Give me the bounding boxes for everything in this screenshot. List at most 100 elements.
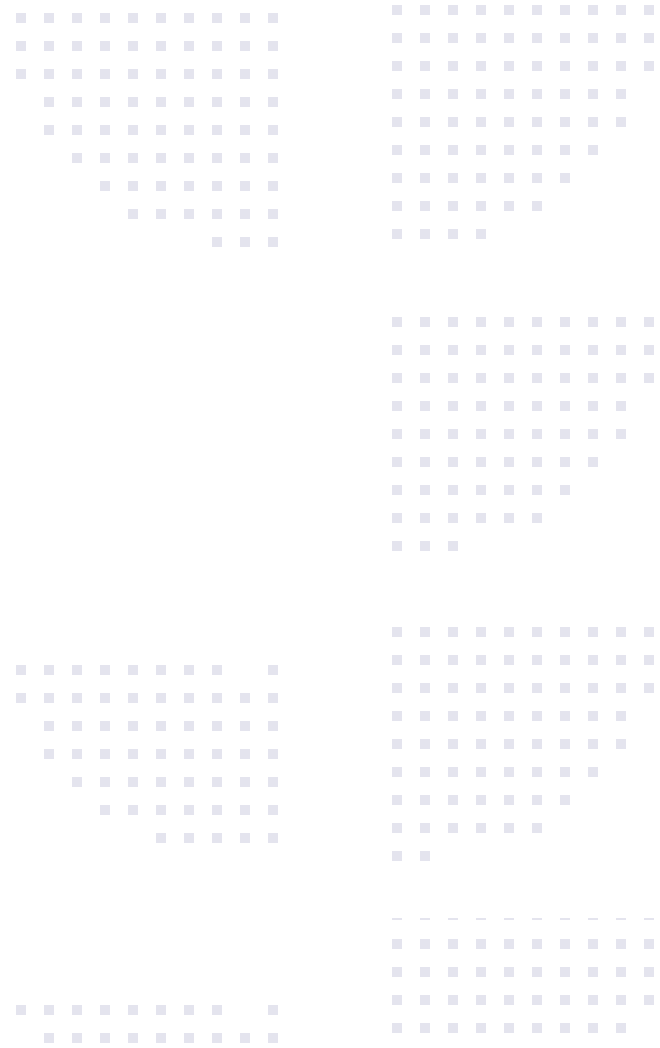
decor-dot [476, 767, 486, 777]
decor-dot [504, 89, 514, 99]
decor-dot [588, 683, 598, 693]
decor-dot [184, 181, 194, 191]
decor-dot [476, 1023, 486, 1033]
decor-dot [532, 823, 542, 833]
decor-dot [476, 173, 486, 183]
decor-dot [560, 485, 570, 495]
decor-dot [420, 401, 430, 411]
decor-dot [392, 61, 402, 71]
decor-dot [212, 97, 222, 107]
decor-dot [532, 89, 542, 99]
decor-dot [532, 201, 542, 211]
decor-dot-edge [644, 918, 654, 920]
decor-dot [504, 373, 514, 383]
decor-dot [212, 721, 222, 731]
decor-dot [588, 739, 598, 749]
decor-dot [392, 939, 402, 949]
decor-dot [212, 237, 222, 247]
decor-dot [448, 513, 458, 523]
decor-dot [184, 69, 194, 79]
decor-dot [476, 373, 486, 383]
decor-dot [448, 33, 458, 43]
decor-dot [504, 795, 514, 805]
decor-dot [240, 125, 250, 135]
decor-dot [532, 317, 542, 327]
decor-dot [476, 317, 486, 327]
decor-dot [588, 5, 598, 15]
decor-dot [644, 345, 654, 355]
decor-dot [504, 513, 514, 523]
decor-dot [532, 627, 542, 637]
decor-dot [588, 1023, 598, 1033]
decor-dot [588, 373, 598, 383]
decor-dot [212, 693, 222, 703]
decor-dot [476, 457, 486, 467]
decor-dot [448, 995, 458, 1005]
decor-dot [240, 833, 250, 843]
decor-dot [420, 485, 430, 495]
decor-dot [420, 345, 430, 355]
decor-dot [616, 655, 626, 665]
decor-dot [212, 805, 222, 815]
decor-dot [560, 317, 570, 327]
decor-dot [588, 345, 598, 355]
decor-dot [504, 767, 514, 777]
decor-dot [476, 89, 486, 99]
decor-dot [644, 627, 654, 637]
decor-dot [156, 13, 166, 23]
decor-dot [392, 173, 402, 183]
decor-dot [560, 117, 570, 127]
decor-dot [212, 13, 222, 23]
decor-dot [156, 209, 166, 219]
decor-dot [560, 795, 570, 805]
decor-dot [16, 665, 26, 675]
decor-dot [184, 1033, 194, 1043]
decor-dot [532, 429, 542, 439]
decor-dot [100, 805, 110, 815]
decor-dot [588, 401, 598, 411]
decor-dot [72, 1005, 82, 1015]
decor-dot [212, 209, 222, 219]
decor-dot [504, 967, 514, 977]
decor-dot [420, 739, 430, 749]
decor-dot [532, 117, 542, 127]
decor-dot [476, 683, 486, 693]
decor-dot [560, 33, 570, 43]
decor-dot [532, 173, 542, 183]
decor-dot [532, 795, 542, 805]
decor-dot [392, 767, 402, 777]
decor-dot [420, 145, 430, 155]
decor-dot [212, 125, 222, 135]
decor-dot [184, 209, 194, 219]
decor-dot [128, 1005, 138, 1015]
decor-dot [72, 153, 82, 163]
decor-dot [476, 33, 486, 43]
decor-dot [420, 513, 430, 523]
decor-dot [476, 627, 486, 637]
decor-dot [44, 665, 54, 675]
decor-dot [212, 181, 222, 191]
decor-dot [448, 401, 458, 411]
decor-dot [476, 345, 486, 355]
decor-dot [420, 655, 430, 665]
decor-dot [504, 117, 514, 127]
decor-dot [532, 995, 542, 1005]
decor-dot [504, 457, 514, 467]
decor-dot [392, 683, 402, 693]
decor-dot [448, 939, 458, 949]
decor-dot [448, 823, 458, 833]
decor-dot [212, 833, 222, 843]
decor-dot [392, 229, 402, 239]
decor-dot [560, 767, 570, 777]
decor-dot [268, 805, 278, 815]
decor-dot [616, 117, 626, 127]
decor-dot [184, 97, 194, 107]
decor-dot [392, 33, 402, 43]
decor-dot [560, 739, 570, 749]
decor-dot [100, 181, 110, 191]
decor-dot [504, 61, 514, 71]
decor-dot [44, 41, 54, 51]
decor-dot [420, 627, 430, 637]
